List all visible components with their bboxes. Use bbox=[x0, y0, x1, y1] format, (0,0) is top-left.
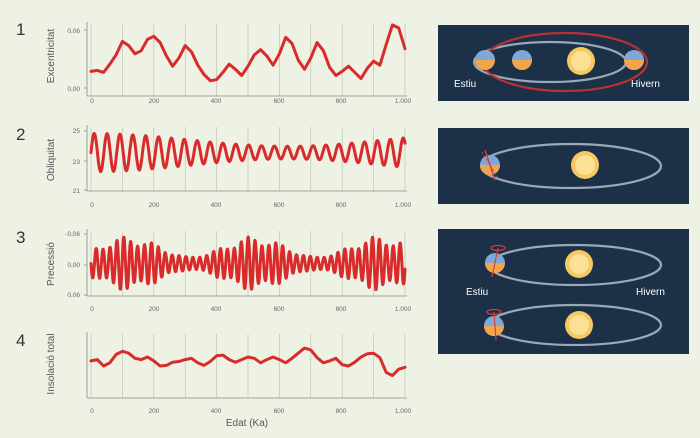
panel-number: 4 bbox=[16, 331, 25, 350]
x-tick-label: 400 bbox=[211, 306, 222, 313]
x-tick-label: 0 bbox=[90, 98, 94, 105]
x-tick-label: 800 bbox=[336, 408, 347, 415]
earth-icon bbox=[512, 50, 532, 70]
y-axis-label: Insolació total bbox=[46, 333, 57, 394]
y-axis-label: Obliquitat bbox=[46, 139, 57, 181]
earth-icon bbox=[475, 50, 495, 70]
x-tick-label: 1.000 bbox=[395, 202, 412, 209]
precessing-earth-icon bbox=[484, 308, 504, 341]
obliquity-line bbox=[89, 131, 407, 174]
x-tick-label: 800 bbox=[336, 98, 347, 105]
x-tick-label: 1.000 bbox=[395, 306, 412, 313]
x-tick-label: 0 bbox=[90, 408, 94, 415]
y-tick-label: 0,00 bbox=[67, 86, 80, 93]
winter-label: Hivern bbox=[636, 287, 665, 298]
y-axis-label: Excentricitat bbox=[46, 29, 57, 84]
x-tick-label: 600 bbox=[274, 408, 285, 415]
earth-icon bbox=[624, 50, 644, 70]
x-tick-label: 0 bbox=[90, 306, 94, 313]
x-tick-label: 600 bbox=[274, 98, 285, 105]
panel-4: 4 Insolació total 0 200 400 600 800 1.00… bbox=[16, 331, 412, 429]
y-tick-label: -0,06 bbox=[65, 231, 80, 238]
x-tick-label: 200 bbox=[149, 408, 160, 415]
eccentricity-orbit-illustration bbox=[472, 31, 649, 93]
obliquity-orbit-illustration bbox=[479, 142, 663, 190]
precession-orbit-illustration bbox=[484, 243, 663, 347]
y-tick-label: 25 bbox=[73, 128, 81, 135]
eccentricity-diagram: Estiu Hivern bbox=[438, 25, 689, 101]
x-tick-label: 400 bbox=[211, 202, 222, 209]
winter-label: Hivern bbox=[631, 79, 660, 90]
y-tick-label: 23 bbox=[73, 159, 81, 166]
obliquity-diagram bbox=[438, 128, 689, 204]
tilted-earth-icon bbox=[480, 149, 500, 181]
sun-core bbox=[571, 51, 591, 71]
y-tick-label: 0,06 bbox=[67, 292, 80, 299]
x-tick-label: 400 bbox=[211, 408, 222, 415]
precession-line bbox=[89, 235, 407, 292]
precession-diagram: Estiu Hivern bbox=[438, 229, 689, 354]
eccentricity-line bbox=[89, 23, 407, 83]
x-tick-label: 400 bbox=[211, 98, 222, 105]
x-tick-label: 1.000 bbox=[395, 408, 412, 415]
sun-core bbox=[569, 254, 589, 274]
x-tick-label: 1.000 bbox=[395, 98, 412, 105]
circular-orbit bbox=[472, 40, 628, 84]
summer-label: Estiu bbox=[466, 287, 489, 298]
orbit bbox=[479, 142, 663, 190]
insolation-line bbox=[89, 346, 407, 378]
sun-core bbox=[569, 315, 589, 335]
panel-1: 1 Excentricitat 0,06 0,00 0 200 400 600 … bbox=[16, 20, 412, 105]
x-tick-label: 800 bbox=[336, 202, 347, 209]
summer-label: Estiu bbox=[454, 79, 477, 90]
panel-number: 1 bbox=[16, 20, 25, 39]
x-tick-label: 200 bbox=[149, 202, 160, 209]
x-tick-label: 200 bbox=[149, 306, 160, 313]
x-axis-label: Edat (Ka) bbox=[226, 418, 268, 429]
panel-3: 3 Precessió -0,06 0,00 0,06 0 200 400 60… bbox=[16, 228, 412, 313]
x-tick-label: 200 bbox=[149, 98, 160, 105]
y-axis-label: Precessió bbox=[46, 242, 57, 286]
x-tick-label: 600 bbox=[274, 306, 285, 313]
y-tick-label: 0,06 bbox=[67, 28, 80, 35]
sun-core bbox=[575, 155, 595, 175]
x-tick-label: 600 bbox=[274, 202, 285, 209]
x-tick-label: 0 bbox=[90, 202, 94, 209]
panel-number: 3 bbox=[16, 228, 25, 247]
panel-2: 2 Obliquitat 25 23 21 0 200 400 600 800 … bbox=[16, 125, 412, 209]
panel-number: 2 bbox=[16, 125, 25, 144]
x-tick-label: 800 bbox=[336, 306, 347, 313]
precessing-earth-icon bbox=[485, 244, 506, 278]
y-tick-label: 0,00 bbox=[67, 262, 80, 269]
y-tick-label: 21 bbox=[73, 188, 81, 195]
